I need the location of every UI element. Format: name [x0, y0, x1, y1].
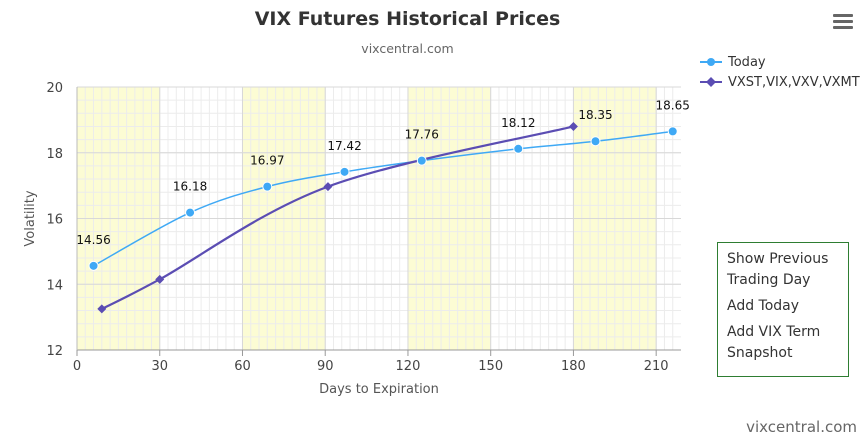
data-point-today[interactable]	[339, 166, 350, 177]
data-point-today[interactable]	[667, 126, 678, 137]
data-label-today: 17.76	[405, 128, 439, 142]
data-label-today: 14.56	[76, 233, 110, 247]
show-previous-label-line1: Show Previous	[727, 251, 829, 267]
y-tick-label: 18	[46, 147, 63, 162]
data-label-today: 18.65	[656, 98, 690, 112]
x-tick-label: 180	[561, 359, 586, 374]
show-previous-label-line2: Trading Day	[727, 272, 811, 288]
y-tick-label: 12	[46, 344, 63, 359]
show-previous-trading-day-button[interactable]: Show Previous Trading Day	[727, 249, 848, 291]
x-tick-label: 30	[151, 359, 168, 374]
x-tick-label: 60	[234, 359, 251, 374]
y-axis-title: Volatility	[23, 190, 38, 246]
data-label-today: 18.12	[501, 116, 535, 130]
series-line-vix-term	[101, 125, 574, 310]
data-point-today[interactable]	[416, 155, 427, 166]
data-point-today[interactable]	[88, 260, 99, 271]
data-point-vix-term[interactable]	[568, 121, 578, 131]
legend-label-vix-term: VXST,VIX,VXV,VXMT	[728, 74, 860, 90]
menu-bar	[833, 14, 853, 17]
data-point-vix-term[interactable]	[323, 182, 333, 192]
options-menu: Show Previous Trading Day Add Today Add …	[717, 242, 849, 377]
data-point-today[interactable]	[185, 207, 196, 218]
add-today-button[interactable]: Add Today	[727, 298, 800, 314]
legend-label-today: Today	[728, 54, 766, 70]
data-point-today[interactable]	[590, 136, 601, 147]
legend-item-today[interactable]: Today	[700, 52, 860, 72]
chart-title: VIX Futures Historical Prices	[254, 8, 561, 30]
hamburger-menu-icon[interactable]	[833, 12, 853, 32]
legend-item-vix-term[interactable]: VXST,VIX,VXV,VXMT	[700, 72, 860, 92]
data-point-vix-term[interactable]	[97, 304, 107, 314]
x-tick-label: 210	[644, 359, 669, 374]
credit-link[interactable]: vixcentral.com	[746, 418, 857, 436]
chart-legend: Today VXST,VIX,VXV,VXMT	[700, 52, 860, 92]
legend-today-swatch-icon	[700, 58, 722, 66]
x-tick-label: 120	[396, 359, 421, 374]
data-point-today[interactable]	[262, 181, 273, 192]
data-label-today: 18.35	[578, 108, 612, 122]
y-tick-label: 20	[46, 81, 63, 96]
data-label-today: 17.42	[327, 139, 361, 153]
chart-subtitle: vixcentral.com	[361, 41, 454, 56]
add-vix-term-label-line1: Add VIX Term	[727, 324, 821, 340]
data-point-vix-term[interactable]	[155, 274, 165, 284]
y-tick-label: 16	[46, 213, 63, 228]
add-vix-term-label-line2: Snapshot	[727, 345, 793, 361]
x-tick-label: 90	[317, 359, 334, 374]
x-axis-title: Days to Expiration	[319, 382, 439, 397]
add-vix-term-snapshot-button[interactable]: Add VIX Term Snapshot	[727, 322, 848, 364]
menu-bar	[833, 26, 853, 29]
legend-vix-term-swatch-icon	[700, 77, 722, 87]
x-tick-label: 0	[73, 359, 81, 374]
y-tick-label: 14	[46, 278, 63, 293]
data-label-today: 16.97	[250, 154, 284, 168]
data-label-today: 16.18	[173, 180, 207, 194]
data-point-today[interactable]	[513, 143, 524, 154]
menu-bar	[833, 20, 853, 23]
x-tick-label: 150	[478, 359, 503, 374]
